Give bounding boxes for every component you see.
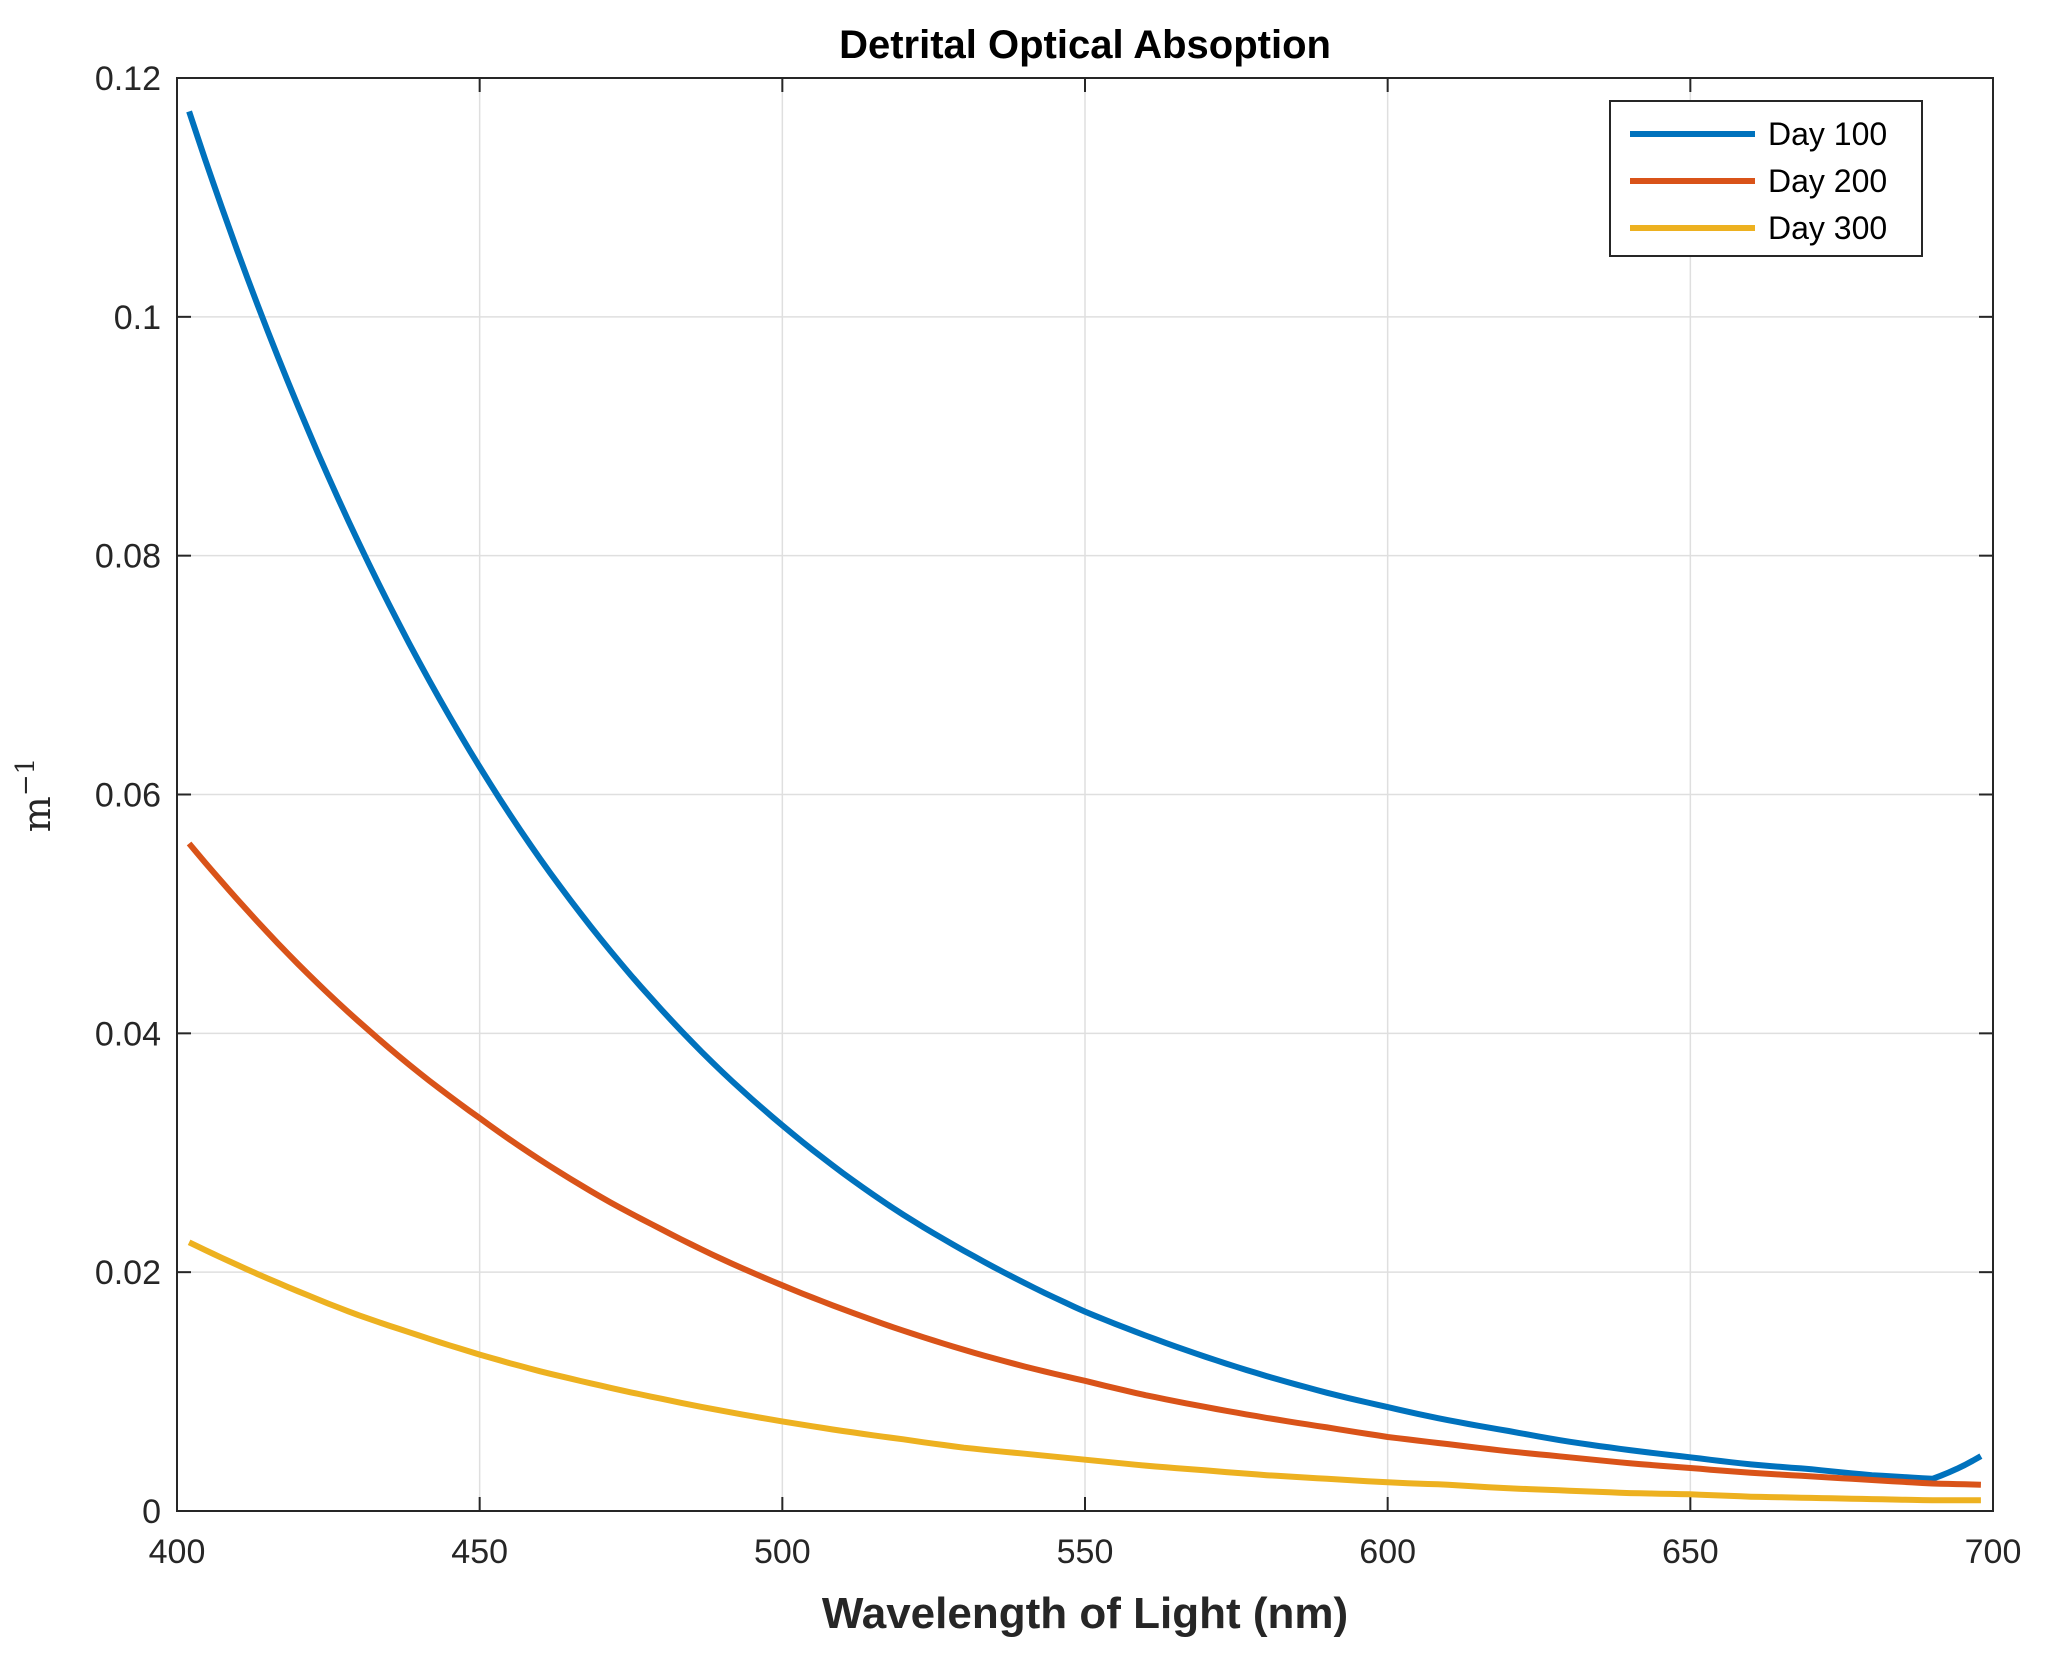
series-line-1 bbox=[186, 110, 1983, 1482]
series-lines bbox=[186, 110, 1983, 1504]
x-tick-label: 650 bbox=[1662, 1533, 1719, 1571]
legend-label-3: Day 300 bbox=[1768, 210, 1887, 246]
y-tick-label: 0.06 bbox=[95, 777, 161, 815]
x-tick-label: 700 bbox=[1965, 1533, 2022, 1571]
series-line-2 bbox=[186, 841, 1981, 1488]
x-tick-label: 550 bbox=[1057, 1533, 1114, 1571]
legend: Day 100 Day 200 Day 300 bbox=[1609, 100, 1923, 257]
chart-title: Detrital Optical Absoption bbox=[839, 23, 1331, 67]
y-tick-label: 0.02 bbox=[95, 1254, 161, 1292]
x-tick-label: 500 bbox=[754, 1533, 811, 1571]
y-tick-label: 0.08 bbox=[95, 538, 161, 576]
tick-marks bbox=[176, 77, 1994, 1512]
x-axis-label: Wavelength of Light (nm) bbox=[822, 1589, 1348, 1638]
grid bbox=[177, 78, 1993, 1511]
x-tick-label: 450 bbox=[451, 1533, 508, 1571]
x-tick-label: 600 bbox=[1359, 1533, 1416, 1571]
y-axis-label-base: m bbox=[15, 796, 59, 832]
y-axis-label-exponent: −1 bbox=[11, 758, 41, 796]
y-tick-label: 0.12 bbox=[95, 60, 161, 98]
y-tick-label: 0.04 bbox=[95, 1015, 161, 1053]
y-tick-label: 0 bbox=[142, 1493, 161, 1531]
series-line-3 bbox=[187, 1239, 1981, 1504]
x-tick-label: 400 bbox=[149, 1533, 206, 1571]
x-tick-labels: 400 450 500 550 600 650 700 bbox=[149, 1533, 2022, 1571]
y-tick-labels: 0 0.02 0.04 0.06 0.08 0.1 0.12 bbox=[95, 60, 161, 1531]
legend-label-1: Day 100 bbox=[1768, 116, 1887, 152]
y-tick-label: 0.1 bbox=[114, 299, 161, 337]
y-axis-label: m−1 bbox=[11, 758, 59, 832]
legend-label-2: Day 200 bbox=[1768, 163, 1887, 199]
